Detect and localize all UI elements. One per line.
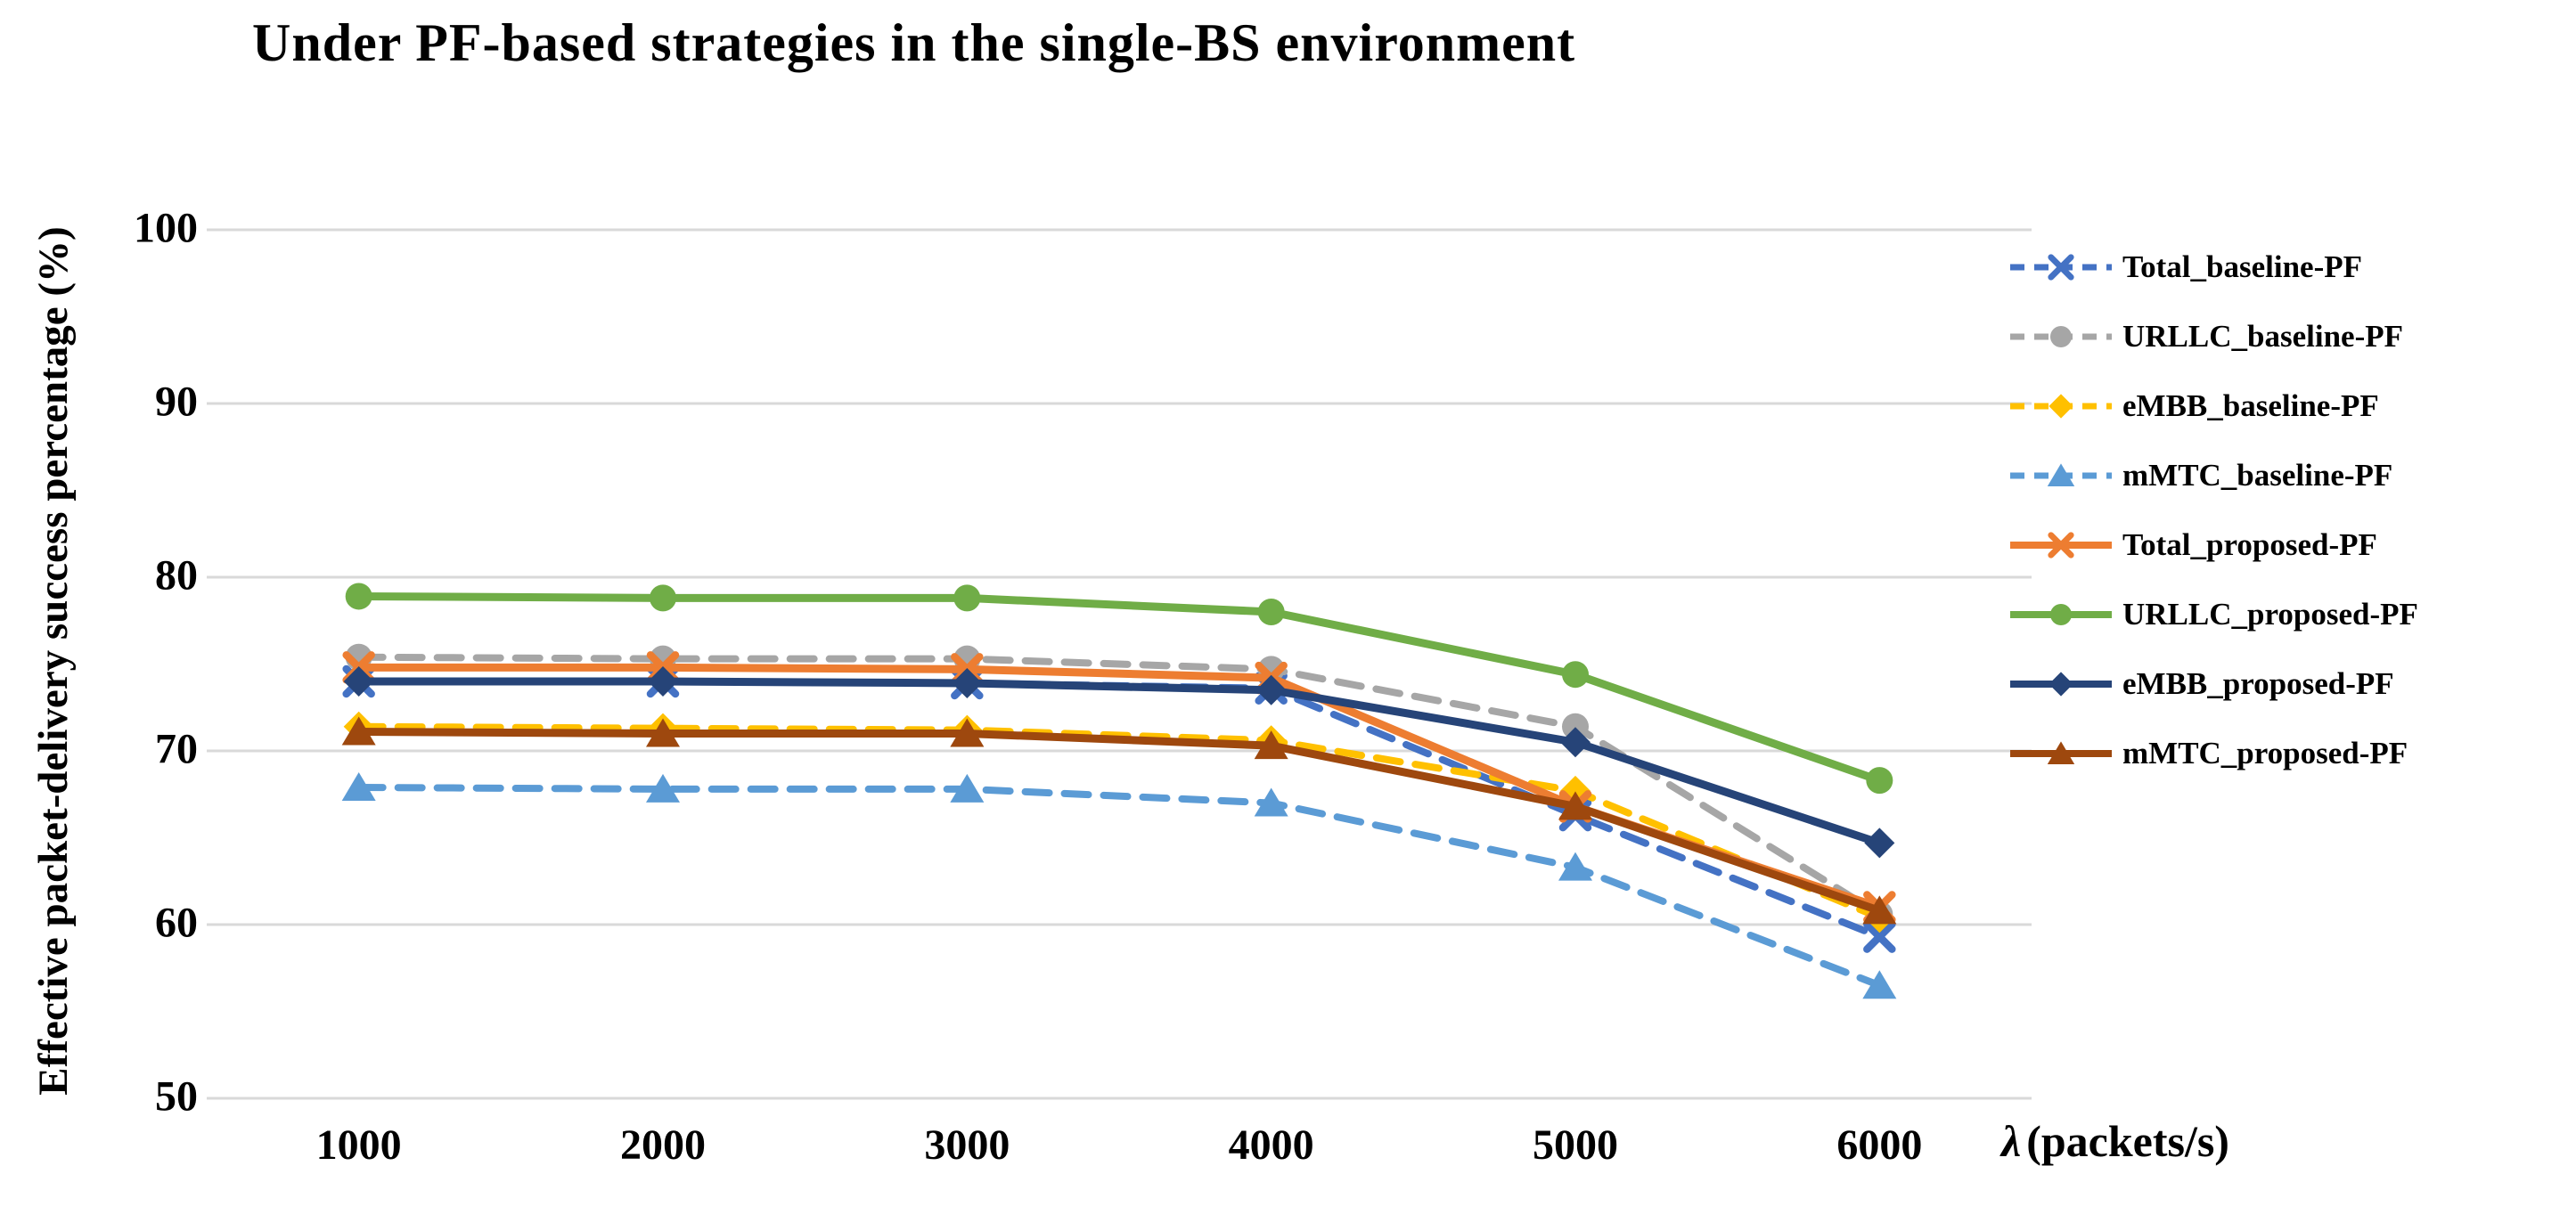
legend-item-Total_proposed-PF: Total_proposed-PF xyxy=(2008,510,2418,580)
y-tick-label-100: 100 xyxy=(134,204,198,252)
data-point-marker xyxy=(1558,791,1592,820)
legend-swatch xyxy=(2010,741,2112,764)
series-Total_baseline-PF xyxy=(342,664,1896,953)
data-point-marker xyxy=(341,716,376,746)
diamond-marker-icon xyxy=(2049,394,2073,419)
data-point-marker xyxy=(1862,895,1897,925)
legend-swatch xyxy=(2010,604,2112,625)
legend-item-URLLC_baseline-PF: URLLC_baseline-PF xyxy=(2008,302,2418,371)
legend-item-Total_baseline-PF: Total_baseline-PF xyxy=(2008,232,2418,302)
data-point-marker xyxy=(646,718,680,747)
data-point-marker xyxy=(953,584,981,612)
y-tick-label-60: 60 xyxy=(155,899,198,947)
series-line xyxy=(355,677,1884,847)
x-cross-marker-icon xyxy=(2048,532,2074,558)
y-tick-label-70: 70 xyxy=(155,725,198,773)
data-point-marker xyxy=(648,666,678,697)
data-point-marker xyxy=(1866,767,1893,795)
legend-swatch xyxy=(2010,326,2112,347)
legend-item-mMTC_proposed-PF: mMTC_proposed-PF xyxy=(2008,719,2418,788)
series-eMBB_proposed-PF xyxy=(343,666,1895,859)
y-tick-label-50: 50 xyxy=(155,1072,198,1121)
chart-legend: Total_baseline-PF URLLC_baseline-PF eMBB_b… xyxy=(2008,232,2418,788)
y-tick-label-80: 80 xyxy=(155,551,198,599)
data-point-marker xyxy=(1862,970,1897,999)
legend-item-label: URLLC_proposed-PF xyxy=(2122,597,2418,632)
legend-item-label: URLLC_baseline-PF xyxy=(2122,319,2403,354)
data-point-marker xyxy=(1560,727,1591,758)
series-mMTC_proposed-PF xyxy=(341,716,1897,925)
x-tick-label-5000: 5000 xyxy=(1533,1121,1618,1169)
series-line xyxy=(355,722,1884,922)
legend-swatch xyxy=(2010,672,2112,697)
circle-marker-icon xyxy=(2050,326,2072,347)
x-tick-label-3000: 3000 xyxy=(924,1121,1010,1169)
legend-item-label: Total_proposed-PF xyxy=(2122,527,2377,562)
legend-swatch xyxy=(2010,532,2112,558)
x-tick-label-4000: 4000 xyxy=(1228,1121,1314,1169)
x-tick-label-6000: 6000 xyxy=(1836,1121,1923,1169)
triangle-marker-icon xyxy=(2047,741,2075,764)
data-point-marker xyxy=(952,667,983,698)
x-axis-unit-text: (packets/s) xyxy=(2026,1116,2229,1166)
y-axis-title: Effective packet-delivery success percen… xyxy=(30,226,77,1096)
data-point-marker xyxy=(1255,674,1287,705)
data-point-marker xyxy=(1562,661,1589,689)
x-cross-marker-icon xyxy=(2048,254,2074,281)
legend-item-eMBB_baseline-PF: eMBB_baseline-PF xyxy=(2008,371,2418,441)
data-point-marker xyxy=(1558,852,1592,881)
legend-item-mMTC_baseline-PF: mMTC_baseline-PF xyxy=(2008,441,2418,510)
data-point-marker xyxy=(1864,827,1895,859)
lambda-symbol: λ xyxy=(2001,1116,2022,1166)
series-mMTC_baseline-PF xyxy=(341,771,1897,999)
data-point-marker xyxy=(345,583,372,610)
diamond-marker-icon xyxy=(2049,672,2073,697)
data-point-marker xyxy=(646,773,680,803)
legend-item-label: eMBB_proposed-PF xyxy=(2122,666,2394,701)
data-point-marker xyxy=(1254,787,1288,817)
series-line xyxy=(355,728,1884,915)
series-line xyxy=(355,783,1884,990)
data-point-marker xyxy=(950,773,985,803)
data-point-marker xyxy=(1254,730,1288,760)
series-line xyxy=(355,653,1884,918)
legend-item-URLLC_proposed-PF: URLLC_proposed-PF xyxy=(2008,580,2418,649)
triangle-marker-icon xyxy=(2047,463,2075,486)
data-point-marker xyxy=(1257,599,1285,625)
legend-item-label: mMTC_baseline-PF xyxy=(2122,458,2393,493)
data-point-marker xyxy=(1562,713,1589,740)
series-URLLC_proposed-PF xyxy=(345,583,1893,795)
legend-item-label: Total_baseline-PF xyxy=(2122,249,2362,284)
legend-item-label: mMTC_proposed-PF xyxy=(2122,736,2408,770)
chart-title: Under PF-based strategies in the single-… xyxy=(252,13,1576,72)
data-point-marker xyxy=(1863,920,1896,953)
legend-item-eMBB_proposed-PF: eMBB_proposed-PF xyxy=(2008,649,2418,719)
legend-swatch xyxy=(2010,394,2112,419)
legend-swatch xyxy=(2010,463,2112,486)
data-point-marker xyxy=(343,666,374,697)
data-point-marker xyxy=(341,771,376,801)
x-tick-label-1000: 1000 xyxy=(315,1121,402,1169)
data-point-marker xyxy=(950,718,985,747)
x-tick-label-2000: 2000 xyxy=(620,1121,706,1169)
circle-marker-icon xyxy=(2050,604,2072,625)
legend-item-label: eMBB_baseline-PF xyxy=(2122,388,2379,423)
y-tick-label-90: 90 xyxy=(155,378,198,426)
data-point-marker xyxy=(650,584,676,612)
series-line xyxy=(355,591,1884,785)
x-axis-unit-label: λ (packets/s) xyxy=(2001,1115,2229,1167)
legend-swatch xyxy=(2010,254,2112,281)
